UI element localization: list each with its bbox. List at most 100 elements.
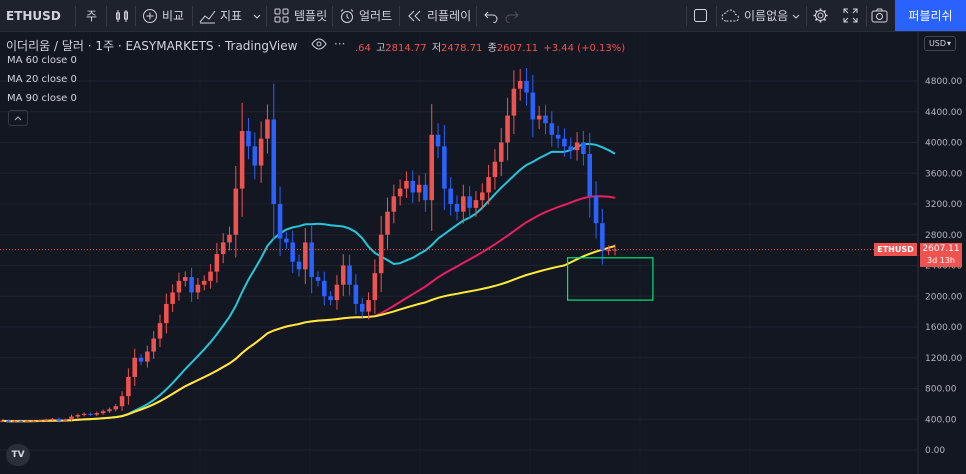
currency-label: USD bbox=[928, 39, 947, 48]
redo-button[interactable] bbox=[505, 0, 519, 31]
candle-body bbox=[69, 416, 74, 420]
interval-button[interactable]: 주 bbox=[86, 0, 97, 31]
fullscreen-button[interactable] bbox=[843, 0, 858, 31]
candle-body bbox=[220, 242, 226, 254]
price-tick-label: 4000.00 bbox=[925, 139, 962, 149]
toolbar-divider bbox=[686, 6, 687, 26]
candle-body bbox=[511, 88, 517, 116]
price-tick-label: 800.00 bbox=[925, 385, 957, 395]
candle-body bbox=[62, 419, 68, 421]
candle-body bbox=[37, 420, 43, 422]
chart-type-button[interactable] bbox=[114, 0, 130, 31]
candle-body bbox=[132, 357, 137, 377]
ma60-legend[interactable]: MA 60 close 0 bbox=[7, 55, 77, 66]
candle-body bbox=[56, 418, 62, 421]
last-price-label: 2607.11 3d 13h bbox=[920, 243, 962, 267]
symbol-legend-title[interactable]: 이더리움 / 달러 · 1주 · EASYMARKETS · TradingVi… bbox=[6, 39, 298, 53]
top-toolbar: ETHUSD 주 비교 지표 템플릿 얼러트 리플레이 bbox=[0, 0, 966, 32]
candle-body bbox=[505, 115, 510, 143]
publish-button[interactable]: 퍼블리쉬 bbox=[895, 0, 966, 31]
candle-body bbox=[94, 413, 100, 415]
candle-body bbox=[43, 419, 49, 421]
tradingview-logo[interactable]: TV bbox=[6, 444, 30, 466]
price-tick-label: 2000.00 bbox=[925, 292, 962, 302]
chevron-down-icon bbox=[792, 14, 800, 19]
candle-body bbox=[164, 303, 169, 324]
candle-body bbox=[429, 134, 435, 201]
candle-body bbox=[107, 409, 112, 412]
candle-body bbox=[12, 421, 17, 423]
candle-body bbox=[606, 250, 611, 252]
compare-label: 비교 bbox=[162, 9, 185, 23]
candle-body bbox=[391, 196, 397, 212]
candle-body bbox=[145, 351, 150, 362]
candle-body bbox=[467, 196, 472, 208]
moving-averages bbox=[1, 143, 616, 423]
chevron-down-icon bbox=[253, 14, 261, 19]
plus-circle-icon bbox=[143, 8, 157, 23]
toolbar-divider bbox=[332, 6, 333, 26]
candle-body bbox=[568, 146, 574, 151]
candle-body bbox=[113, 406, 119, 410]
undo-icon bbox=[484, 11, 498, 23]
price-chart[interactable]: 0.00400.00800.001200.001600.002000.00240… bbox=[0, 32, 966, 474]
indicators-dropdown[interactable] bbox=[252, 0, 262, 31]
publish-label: 퍼블리쉬 bbox=[908, 9, 953, 23]
compare-button[interactable]: 비교 bbox=[142, 0, 184, 31]
ma20-legend[interactable]: MA 20 close 0 bbox=[7, 74, 77, 85]
candle-body bbox=[195, 284, 201, 293]
chevron-down-icon: ▾ bbox=[947, 39, 952, 48]
candle-body bbox=[315, 277, 321, 281]
price-tick-label: 1200.00 bbox=[925, 354, 962, 364]
candle-body bbox=[366, 300, 371, 312]
alert-button[interactable]: 얼러트 bbox=[339, 0, 392, 31]
candle-body bbox=[309, 242, 314, 278]
legend-collapse-button[interactable] bbox=[8, 110, 28, 126]
candle-body bbox=[18, 421, 24, 423]
replay-button[interactable]: 리플레이 bbox=[407, 0, 471, 31]
candle-body bbox=[182, 277, 188, 281]
candle-body bbox=[284, 238, 289, 243]
candle-body bbox=[322, 280, 327, 297]
candle-body bbox=[353, 284, 359, 304]
candle-body bbox=[208, 271, 213, 281]
fullscreen-layout-toggle[interactable] bbox=[693, 0, 708, 31]
currency-selector[interactable]: USD ▾ bbox=[924, 36, 956, 51]
candle-body bbox=[543, 115, 548, 124]
candle-body bbox=[555, 134, 561, 139]
settings-button[interactable] bbox=[812, 0, 829, 31]
candle-body bbox=[303, 242, 308, 270]
indicators-button[interactable]: 지표 bbox=[199, 0, 242, 31]
candle-body bbox=[25, 420, 30, 422]
layout-name-button[interactable]: 이름없음 bbox=[721, 0, 801, 31]
snapshot-button[interactable] bbox=[871, 0, 888, 31]
toolbar-divider bbox=[806, 6, 807, 26]
cloud-icon bbox=[721, 9, 740, 21]
symbol-search-button[interactable]: ETHUSD bbox=[6, 0, 61, 31]
candle-body bbox=[233, 188, 239, 235]
candle-body bbox=[562, 138, 567, 147]
candle-body bbox=[448, 188, 453, 204]
undo-button[interactable] bbox=[484, 0, 498, 31]
rewind-icon bbox=[408, 10, 421, 21]
close-label: 종 bbox=[487, 43, 497, 54]
templates-label: 템플릿 bbox=[294, 9, 328, 23]
price-tick-label: 2800.00 bbox=[925, 231, 962, 241]
candle-body bbox=[385, 211, 390, 235]
candle-body bbox=[214, 253, 220, 272]
more-icon[interactable]: ··· bbox=[334, 37, 346, 51]
candle-body bbox=[498, 142, 504, 162]
candle-body bbox=[378, 234, 384, 274]
square-icon bbox=[694, 9, 707, 22]
candle-body bbox=[423, 184, 428, 201]
ma90-legend[interactable]: MA 90 close 0 bbox=[7, 93, 77, 104]
templates-button[interactable]: 템플릿 bbox=[274, 0, 327, 31]
interval-label: 주 bbox=[86, 9, 98, 23]
toolbar-divider bbox=[192, 6, 193, 26]
candle-body bbox=[410, 180, 416, 193]
symbol-price-tag: ETHUSD bbox=[874, 243, 917, 256]
eye-icon[interactable] bbox=[311, 38, 327, 50]
indicators-icon bbox=[199, 10, 216, 23]
templates-icon bbox=[274, 8, 289, 23]
alert-label: 얼러트 bbox=[359, 9, 393, 23]
